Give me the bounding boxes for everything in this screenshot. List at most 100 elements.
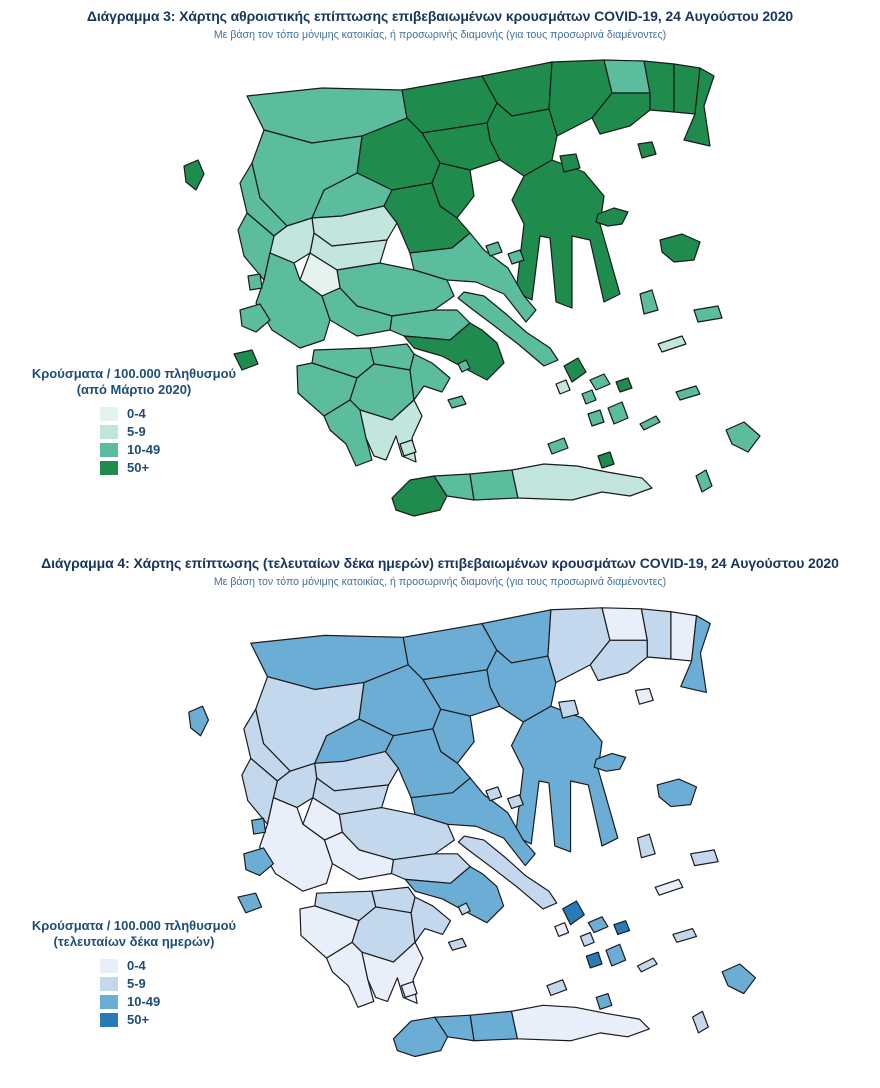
region-evros — [683, 67, 715, 147]
region-sporades_b — [507, 249, 525, 265]
region-tinos — [589, 373, 611, 391]
legend-classes: 0-4 5-9 10-49 50+ — [8, 405, 260, 477]
region-heraklio — [469, 469, 519, 501]
figure-4-title: Διάγραμμα 4: Χάρτης επίπτωσης (τελευταίω… — [41, 555, 839, 571]
region-lasithi — [511, 463, 653, 501]
region-andros — [562, 900, 585, 926]
region-corfu — [183, 159, 205, 191]
legend-swatch — [100, 958, 118, 973]
region-chania — [392, 1016, 449, 1058]
region-hydra — [447, 395, 467, 409]
region-chalkidiki — [510, 705, 619, 853]
legend-swatch — [100, 460, 118, 475]
region-paros — [585, 951, 603, 969]
region-amorgos — [636, 957, 658, 973]
region-santorini — [595, 992, 613, 1010]
region-lesvos — [656, 778, 698, 808]
region-evia — [457, 835, 558, 910]
region-lefkada — [251, 817, 267, 835]
greece-map-last-ten-days — [188, 607, 757, 1058]
region-andros — [563, 357, 587, 383]
legend-class-label: 10-49 — [127, 994, 161, 1010]
region-attica — [403, 322, 505, 381]
legend-class-label: 5-9 — [127, 424, 146, 440]
region-thasos — [559, 153, 581, 173]
region-kea — [554, 922, 570, 938]
legend-title: Κρούσματα / 100.000 πληθυσμού — [31, 918, 237, 933]
region-naxos — [607, 401, 629, 425]
legend-subtitle: (τελευταίων δέκα ημερών) — [53, 933, 215, 949]
region-mykonos — [613, 920, 631, 936]
region-samothraki — [634, 687, 654, 705]
region-argolida — [410, 896, 452, 943]
region-evia — [457, 291, 559, 367]
legend-classes: 0-4 5-9 10-49 50+ — [8, 957, 260, 1029]
region-karpathos — [695, 469, 713, 493]
region-aegina — [457, 359, 471, 373]
region-zakynthos — [237, 892, 263, 914]
region-sporades_a — [485, 786, 503, 802]
legend-class-label: 50+ — [127, 460, 150, 476]
region-lesvos — [659, 233, 701, 263]
legend-class-row: 0-4 — [8, 405, 260, 423]
region-chios — [639, 289, 659, 315]
region-kos — [675, 385, 701, 401]
region-kos — [672, 928, 698, 943]
greece-map-cumulative — [183, 59, 761, 517]
region-lasithi — [510, 1004, 650, 1042]
legend-class-label: 0-4 — [127, 958, 146, 974]
figure-3-title: Διάγραμμα 3: Χάρτης αθροιστικής επίπτωση… — [86, 8, 794, 24]
region-tinos — [587, 916, 609, 934]
region-santorini — [597, 451, 615, 469]
region-rhodes — [725, 421, 761, 453]
region-thasos — [558, 699, 580, 719]
legend-class-row: 10-49 — [8, 993, 260, 1011]
legend-title: Κρούσματα / 100.000 πληθυσμού — [31, 366, 237, 381]
region-chania — [391, 475, 448, 517]
region-drama — [603, 59, 651, 94]
legend-class-label: 10-49 — [127, 442, 161, 458]
region-sporades_a — [485, 241, 503, 257]
region-limnos — [593, 752, 627, 772]
region-ikaria — [657, 335, 687, 353]
region-sporades_b — [506, 794, 524, 810]
legend-class-row: 0-4 — [8, 957, 260, 975]
region-syros — [581, 389, 597, 405]
region-zakynthos — [233, 349, 259, 371]
region-kea — [555, 379, 571, 395]
region-larissa — [384, 728, 471, 799]
region-xanthi — [643, 60, 675, 113]
region-corfu — [188, 705, 210, 737]
region-evros — [680, 615, 711, 694]
legend-swatch — [100, 424, 118, 439]
region-drama — [601, 607, 648, 641]
region-samos — [693, 305, 723, 323]
region-karpathos — [691, 1010, 709, 1034]
legend-swatch — [100, 442, 118, 457]
region-attica — [404, 866, 505, 924]
region-xanthi — [640, 608, 672, 660]
region-syros — [579, 931, 595, 947]
region-messinia — [325, 941, 375, 1008]
region-naxos — [605, 943, 627, 967]
figure-4-subtitle: Με βάση τον τόπο μόνιμης κατοικίας, ή πρ… — [213, 576, 667, 588]
region-kefalonia — [243, 847, 274, 877]
region-amorgos — [639, 415, 661, 431]
region-argolida — [409, 353, 451, 401]
region-kythira — [399, 439, 417, 457]
legend-swatch — [100, 976, 118, 991]
legend-class-row: 10-49 — [8, 441, 260, 459]
legend-class-label: 5-9 — [127, 976, 146, 992]
region-aegina — [457, 902, 471, 916]
region-rhodes — [721, 963, 757, 995]
legend-class-row: 50+ — [8, 1011, 260, 1029]
legend-class-row: 50+ — [8, 459, 260, 477]
region-paros — [587, 409, 605, 427]
region-mykonos — [615, 377, 633, 393]
region-kythira — [400, 981, 418, 999]
figure-4-legend: Κρούσματα / 100.000 πληθυσμού (τελευταίω… — [8, 918, 260, 1029]
legend-class-row: 5-9 — [8, 975, 260, 993]
region-milos — [546, 979, 568, 997]
legend-swatch — [100, 1012, 118, 1027]
